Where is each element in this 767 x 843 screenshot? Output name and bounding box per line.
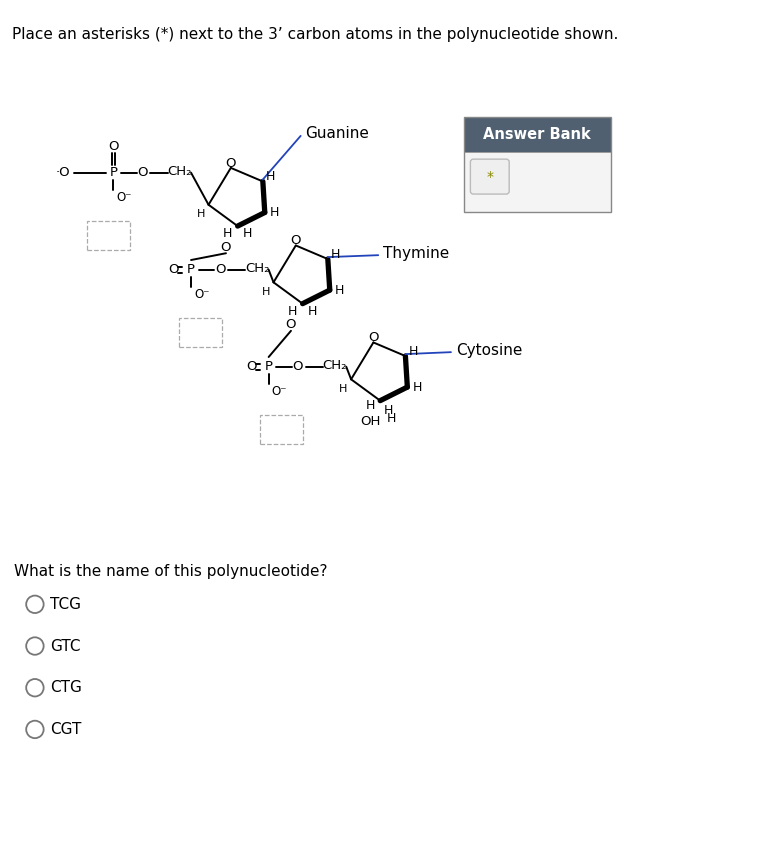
Text: ·O: ·O (55, 166, 70, 180)
Text: H: H (242, 228, 252, 240)
Text: H: H (223, 228, 232, 240)
Text: H: H (196, 209, 205, 219)
Text: H: H (266, 170, 275, 183)
Text: CH₂: CH₂ (322, 359, 347, 373)
Text: H: H (262, 287, 270, 297)
Text: O: O (286, 319, 296, 331)
Text: *: * (486, 169, 493, 184)
Text: Place an asterisks (*) next to the 3’ carbon atoms in the polynucleotide shown.: Place an asterisks (*) next to the 3’ ca… (12, 27, 618, 42)
Text: H: H (334, 283, 344, 297)
Text: O⁻: O⁻ (117, 191, 132, 205)
Text: H: H (413, 380, 422, 394)
Text: CTG: CTG (51, 680, 82, 695)
Text: TCG: TCG (51, 597, 81, 612)
Text: H: H (288, 305, 298, 318)
Text: O: O (225, 157, 236, 169)
Text: Guanine: Guanine (305, 126, 370, 142)
Text: O: O (169, 263, 179, 277)
Text: What is the name of this polynucleotide?: What is the name of this polynucleotide? (14, 564, 327, 578)
Text: O: O (221, 241, 231, 254)
Text: Thymine: Thymine (383, 245, 449, 260)
Text: P: P (187, 263, 195, 277)
Text: H: H (409, 345, 418, 357)
Bar (260, 416, 303, 444)
Text: O: O (215, 263, 225, 277)
Text: O: O (292, 360, 303, 373)
Text: H: H (384, 404, 393, 416)
Text: H: H (339, 384, 347, 394)
Bar (463, 153, 611, 212)
Text: Cytosine: Cytosine (456, 343, 522, 357)
Bar (463, 117, 611, 153)
FancyBboxPatch shape (470, 159, 509, 194)
Text: H: H (308, 305, 317, 318)
Text: Answer Bank: Answer Bank (483, 127, 591, 142)
Text: O: O (137, 166, 148, 180)
Text: H: H (270, 206, 279, 219)
Text: GTC: GTC (51, 638, 81, 653)
Bar (179, 318, 222, 347)
Text: O: O (368, 331, 379, 344)
Text: CH₂: CH₂ (167, 165, 192, 178)
Text: H: H (366, 399, 375, 412)
Text: O: O (291, 234, 301, 247)
Text: H: H (331, 248, 341, 260)
Text: O: O (246, 360, 256, 373)
Text: CGT: CGT (51, 722, 82, 737)
Text: P: P (265, 360, 272, 373)
Text: O⁻: O⁻ (194, 288, 209, 302)
Text: O: O (108, 140, 119, 153)
Bar (463, 117, 611, 212)
Text: CH₂: CH₂ (245, 262, 269, 276)
Text: OH: OH (360, 416, 380, 428)
Bar (87, 221, 130, 250)
Text: H: H (387, 411, 397, 425)
Text: O⁻: O⁻ (272, 385, 287, 399)
Text: P: P (110, 166, 117, 180)
